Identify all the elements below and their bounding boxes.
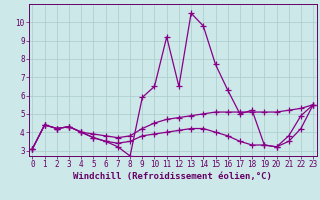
X-axis label: Windchill (Refroidissement éolien,°C): Windchill (Refroidissement éolien,°C) [73,172,272,181]
